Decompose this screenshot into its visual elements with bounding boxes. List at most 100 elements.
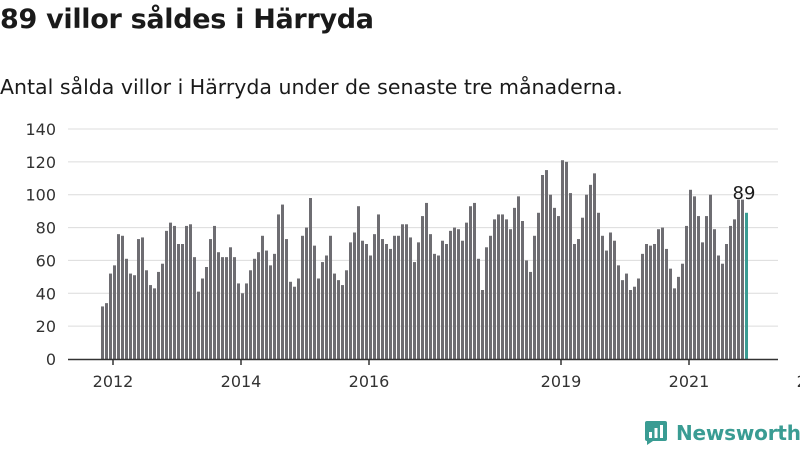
bar (341, 285, 344, 359)
bar (489, 235, 492, 359)
x-tick-label: 2019 (541, 372, 582, 391)
bar (453, 227, 456, 359)
bar-highlight (745, 212, 748, 359)
bar (609, 232, 612, 359)
bar (577, 239, 580, 359)
bar (285, 239, 288, 359)
bar (417, 242, 420, 359)
bar (445, 244, 448, 359)
bar (313, 245, 316, 359)
bar (297, 278, 300, 359)
bar (561, 160, 564, 359)
bar (553, 207, 556, 359)
bar (689, 189, 692, 359)
bar (149, 285, 152, 359)
newsworthy-logo-icon (645, 421, 667, 445)
x-tick-label: 2016 (349, 372, 390, 391)
brand-name: Newsworthy (676, 421, 800, 445)
bar (265, 250, 268, 359)
bar (101, 306, 104, 359)
bar (325, 255, 328, 359)
y-tick-label: 100 (25, 186, 56, 205)
bar (117, 234, 120, 359)
bar (317, 278, 320, 359)
x-tick-label: 2012 (93, 372, 134, 391)
bar (153, 288, 156, 359)
bar (485, 247, 488, 359)
bar (605, 250, 608, 359)
bar (677, 276, 680, 359)
bar (713, 229, 716, 359)
bar (145, 270, 148, 359)
bar (617, 265, 620, 359)
bar (541, 175, 544, 359)
bar (189, 224, 192, 359)
bar (405, 224, 408, 359)
bar (333, 273, 336, 359)
bar (549, 194, 552, 359)
bar (673, 288, 676, 359)
page-subtitle: Antal sålda villor i Härryda under de se… (0, 75, 623, 99)
bar (481, 290, 484, 359)
bar (449, 230, 452, 359)
bar (585, 194, 588, 359)
bar (253, 258, 256, 359)
bar (513, 207, 516, 359)
bar (537, 212, 540, 359)
y-tick-label: 120 (25, 153, 56, 172)
bar (641, 253, 644, 359)
bar (241, 293, 244, 359)
bar (637, 278, 640, 359)
bar (245, 283, 248, 359)
bar (629, 290, 632, 359)
bar (457, 229, 460, 359)
bar (429, 234, 432, 359)
bar (681, 263, 684, 359)
bar (461, 240, 464, 359)
bar (433, 253, 436, 359)
bar (529, 271, 532, 359)
bar (269, 265, 272, 359)
bar (465, 222, 468, 359)
bar (517, 196, 520, 359)
y-tick-label: 80 (36, 219, 56, 238)
bar (129, 273, 132, 359)
bar (213, 225, 216, 359)
bar (121, 235, 124, 359)
bar (261, 235, 264, 359)
bar (557, 216, 560, 359)
bar (393, 235, 396, 359)
bar (113, 265, 116, 359)
bar (613, 240, 616, 359)
bar (257, 252, 260, 359)
bar (173, 225, 176, 359)
x-axis-ticks: 2012201420162019202120232025 (93, 359, 800, 391)
bar (625, 273, 628, 359)
bar (185, 225, 188, 359)
bar (209, 239, 212, 359)
bar (293, 286, 296, 359)
bar (685, 225, 688, 359)
bar (141, 237, 144, 359)
bar (349, 242, 352, 359)
bar (581, 217, 584, 359)
bar (601, 235, 604, 359)
bar (733, 219, 736, 359)
bar (165, 230, 168, 359)
bar (725, 244, 728, 359)
bar (653, 244, 656, 359)
bar (337, 280, 340, 359)
y-tick-label: 0 (46, 350, 56, 369)
bar (421, 216, 424, 359)
bar (273, 253, 276, 359)
bars (101, 160, 748, 359)
bar (361, 240, 364, 359)
bar (565, 161, 568, 359)
bar (729, 225, 732, 359)
bar (177, 244, 180, 359)
bar (409, 237, 412, 359)
bar (633, 286, 636, 359)
bar (573, 244, 576, 359)
bar (533, 235, 536, 359)
